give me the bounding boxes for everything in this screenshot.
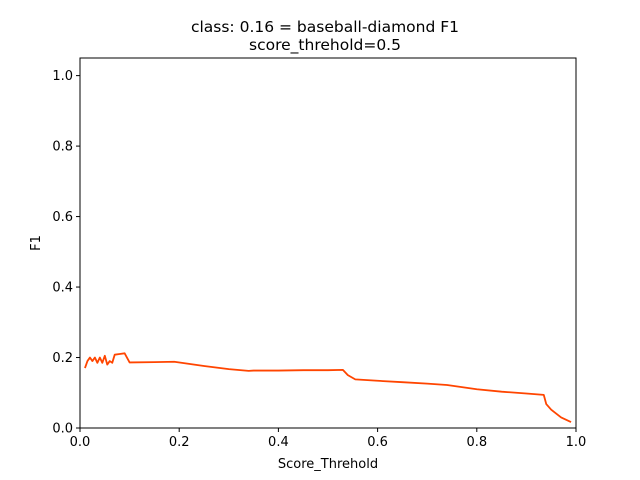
plot-frame [79,57,577,429]
chart-title: class: 0.16 = baseball-diamond F1 [191,18,459,36]
x-tick-label: 0.0 [70,435,91,450]
y-tick-label: 0.2 [52,351,73,366]
plot-area [79,57,577,429]
y-tick-label: 0.0 [52,422,73,437]
y-tick-label: 0.4 [52,281,73,296]
y-tick-label: 0.8 [52,140,73,155]
chart-subtitle: score_threhold=0.5 [249,36,401,55]
y-axis-label: F1 [29,235,44,251]
y-axis: 0.0 0.2 0.4 0.6 0.8 1.0 [52,69,80,437]
x-axis-label: Score_Threhold [278,457,378,472]
x-tick-label: 0.2 [169,435,190,450]
x-tick-label: 1.0 [566,435,587,450]
x-tick-label: 0.6 [367,435,388,450]
y-tick-label: 0.6 [52,210,73,225]
x-tick-label: 0.8 [466,435,487,450]
f1-series-line [84,352,572,423]
x-tick-label: 0.4 [268,435,289,450]
x-axis: 0.0 0.2 0.4 0.6 0.8 1.0 [70,428,587,450]
y-tick-label: 1.0 [52,69,73,84]
